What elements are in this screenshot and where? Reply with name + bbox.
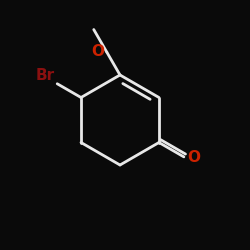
Text: O: O (188, 150, 200, 166)
Text: Br: Br (36, 68, 55, 82)
Text: O: O (92, 44, 104, 59)
